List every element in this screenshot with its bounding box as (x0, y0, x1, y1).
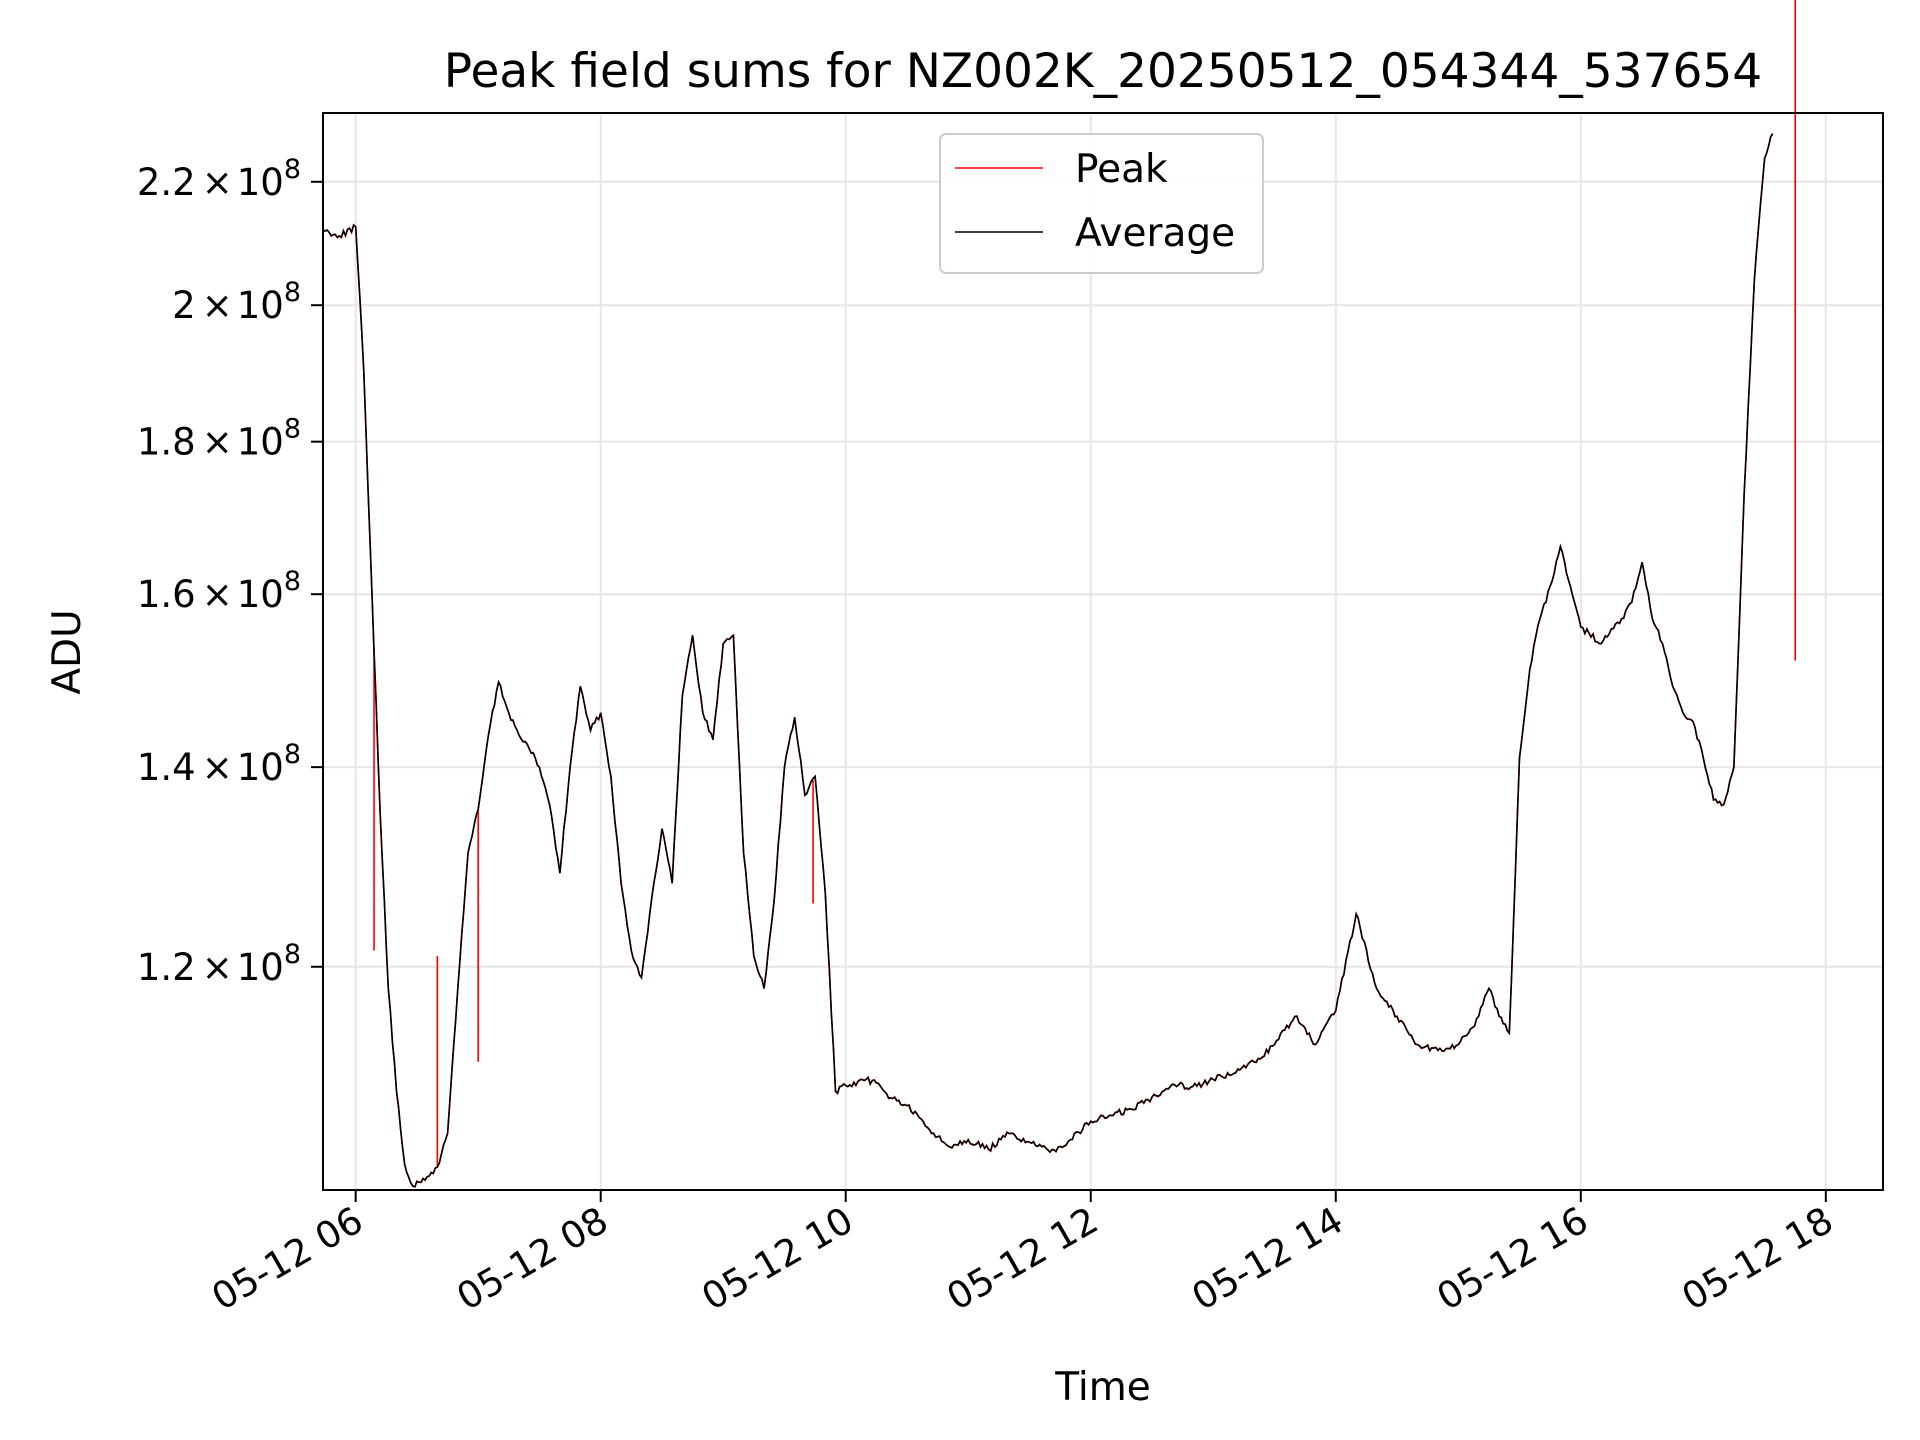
y-tick-exponent: 8 (284, 739, 301, 770)
y-tick-base: 10 (237, 573, 284, 616)
y-tick-times: × (202, 946, 233, 989)
y-tick-exponent: 8 (284, 566, 301, 597)
legend-label-average: Average (1075, 211, 1235, 256)
y-tick-base: 10 (237, 946, 284, 989)
plot-frame (322, 112, 1884, 1191)
y-tick-base: 10 (237, 161, 284, 204)
y-tick-label: 1.8 × 108 (137, 414, 301, 464)
y-tick-times: × (202, 573, 233, 616)
y-tick-times: × (202, 421, 233, 464)
y-tick-label: 1.2 × 108 (137, 939, 301, 989)
y-tick-mantissa: 2.2 (137, 161, 196, 204)
y-tick-label: 2 × 108 (172, 277, 301, 327)
legend-label-peak: Peak (1075, 147, 1168, 192)
y-tick-mantissa: 1.2 (137, 946, 196, 989)
legend: Peak Average (939, 133, 1264, 274)
y-tick-label: 1.6 × 108 (137, 566, 301, 616)
y-tick-label: 1.4 × 108 (137, 739, 301, 789)
y-tick-base: 10 (237, 421, 284, 464)
x-axis-label: Time (1054, 1365, 1150, 1410)
y-tick-times: × (202, 161, 233, 204)
y-tick-base: 10 (237, 284, 284, 327)
y-tick-base: 10 (237, 746, 284, 789)
plot-series (322, 0, 1796, 1188)
chart-title: Peak field sums for NZ002K_20250512_0543… (444, 44, 1762, 99)
y-tick-exponent: 8 (284, 414, 301, 445)
y-tick-mantissa: 1.8 (137, 421, 196, 464)
y-tick-times: × (202, 284, 233, 327)
y-tick-mantissa: 1.4 (137, 746, 196, 789)
grid-lines (323, 113, 1883, 1190)
y-tick-times: × (202, 746, 233, 789)
y-tick-label: 2.2 × 108 (137, 154, 301, 204)
series-line-average (322, 133, 1774, 1188)
y-tick-exponent: 8 (284, 277, 301, 308)
y-tick-exponent: 8 (284, 154, 301, 185)
y-axis-label: ADU (45, 609, 90, 694)
y-tick-mantissa: 2 (172, 284, 196, 327)
y-tick-mantissa: 1.6 (137, 573, 196, 616)
y-tick-exponent: 8 (284, 939, 301, 970)
